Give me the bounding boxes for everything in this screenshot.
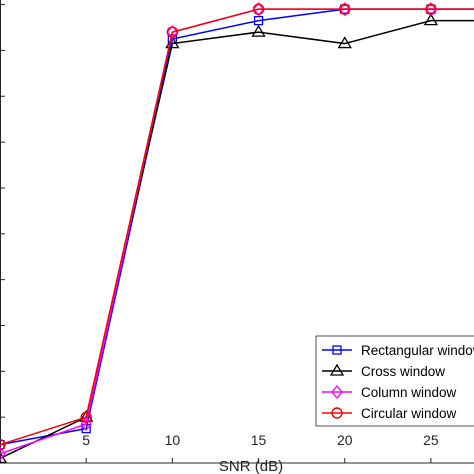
data-point (338, 2, 351, 17)
legend: Rectangular window Cross window Column win… (315, 335, 474, 427)
legend-item: Column window (322, 384, 457, 400)
data-point (337, 36, 352, 49)
data-point (252, 3, 265, 15)
series-circular-window (0, 3, 474, 451)
x-tick-label: 10 (165, 432, 181, 448)
data-point (425, 2, 437, 17)
legend-swatch-marker (329, 363, 345, 376)
data-point (80, 411, 92, 423)
data-point (252, 2, 265, 17)
data-point (80, 417, 93, 432)
legend-swatch-marker (332, 345, 342, 355)
data-point (253, 15, 264, 26)
data-point (166, 25, 179, 40)
legend-swatch-marker (331, 407, 343, 419)
legend-swatch-marker (331, 384, 343, 400)
data-point (0, 440, 5, 450)
legend-item: Rectangular window (322, 343, 474, 358)
data-point (0, 438, 6, 451)
data-point (0, 451, 8, 464)
legend-item: Cross window (322, 363, 445, 379)
data-point (339, 3, 351, 15)
legend-item: Circular window (322, 406, 457, 421)
data-point (166, 26, 179, 38)
x-tick-label: 5 (82, 432, 90, 448)
legend-label: Column window (361, 385, 457, 400)
x-axis-ticks: 5 10 15 20 25 (82, 432, 439, 463)
y-axis-ticks (0, 4, 5, 418)
legend-label: Rectangular window (361, 343, 474, 358)
data-point (251, 24, 266, 37)
x-tick-label: 15 (251, 432, 267, 448)
data-point (0, 446, 6, 461)
legend-label: Cross window (361, 364, 445, 379)
data-point (423, 13, 439, 26)
x-axis-label: SNR (dB) (219, 458, 283, 474)
series-layer (0, 2, 474, 464)
data-point (425, 3, 437, 15)
x-tick-label: 25 (423, 432, 439, 448)
legend-label: Circular window (361, 406, 457, 421)
x-tick-label: 20 (337, 432, 353, 448)
series-line (0, 8, 474, 446)
